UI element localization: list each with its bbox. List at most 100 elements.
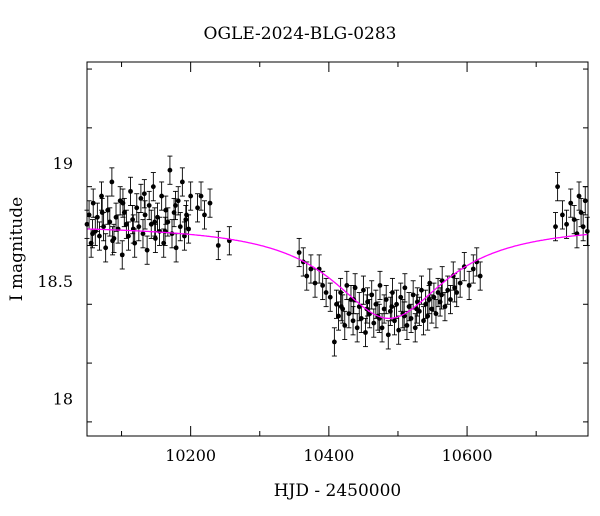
data-point [568, 200, 574, 206]
data-point [369, 292, 375, 298]
data-point [398, 294, 404, 300]
data-point [331, 339, 337, 345]
data-point [88, 240, 94, 246]
data-point [153, 236, 158, 241]
data-point [173, 203, 178, 208]
x-tick-label: 10400 [303, 446, 354, 465]
chart-title: OGLE-2024-BLG-0283 [203, 24, 397, 44]
data-point [136, 224, 142, 230]
data-point [152, 219, 158, 225]
data-point [138, 196, 144, 201]
data-point [445, 287, 451, 293]
data-point [383, 297, 389, 302]
data-point [119, 252, 125, 258]
data-point [177, 224, 183, 230]
data-point [103, 245, 109, 251]
data-point [555, 184, 560, 190]
data-point [352, 285, 358, 291]
y-tick-label: 19 [53, 154, 73, 173]
data-point [358, 315, 364, 321]
data-point [126, 233, 131, 239]
data-point [385, 332, 391, 338]
data-point [396, 327, 402, 333]
data-point [90, 200, 96, 206]
data-point [448, 297, 453, 302]
plot-frame [86, 61, 589, 437]
data-points [84, 167, 590, 345]
data-point [402, 285, 408, 291]
data-point [427, 280, 433, 286]
data-point [470, 266, 476, 272]
data-point [404, 323, 410, 328]
data-point [571, 217, 577, 222]
data-point [457, 280, 463, 286]
data-point [188, 193, 194, 199]
data-point [578, 210, 584, 215]
data-point [184, 212, 189, 218]
data-point [94, 214, 100, 220]
model-curve [87, 228, 588, 320]
data-point [350, 318, 356, 324]
data-point [105, 207, 111, 213]
data-point [344, 283, 350, 288]
data-point [419, 287, 424, 293]
data-point [173, 245, 179, 251]
data-point [140, 231, 146, 237]
data-point [435, 290, 441, 295]
data-point [163, 207, 169, 213]
data-point [387, 308, 393, 314]
data-point [394, 301, 399, 307]
data-point [121, 210, 127, 215]
data-point [183, 217, 189, 222]
tick-labels: 10200 10400 10600 18 18.5 19 [37, 154, 492, 465]
data-point [323, 290, 329, 295]
data-point [431, 294, 437, 300]
data-point [414, 306, 420, 312]
data-point [466, 283, 472, 288]
data-point [553, 224, 558, 230]
data-point [113, 214, 119, 220]
data-point [134, 205, 140, 211]
data-point [421, 318, 426, 324]
data-point [334, 301, 339, 307]
data-point [142, 212, 148, 218]
data-point [392, 318, 397, 324]
data-point [90, 231, 95, 237]
data-point [379, 325, 385, 331]
data-point [336, 313, 341, 319]
data-point [171, 210, 177, 215]
data-point [110, 238, 115, 244]
data-point [373, 301, 379, 307]
data-point [425, 313, 431, 319]
data-point [150, 184, 156, 190]
data-point [157, 228, 162, 234]
data-point [584, 228, 590, 234]
data-point [304, 273, 310, 279]
data-point [195, 205, 200, 211]
data-point [429, 306, 435, 312]
data-point [354, 325, 360, 331]
data-point [155, 214, 160, 220]
data-point [148, 221, 154, 227]
data-point [132, 240, 138, 246]
y-tick-label: 18.5 [37, 272, 73, 291]
data-point [363, 330, 368, 335]
data-point [312, 280, 318, 286]
axis-ticks [87, 62, 588, 436]
data-point [97, 233, 102, 239]
error-bars [84, 155, 590, 357]
data-point [439, 292, 444, 298]
data-point [159, 193, 165, 199]
data-point [338, 304, 344, 310]
data-point [165, 219, 171, 225]
data-point [198, 193, 204, 199]
data-point [327, 294, 333, 300]
data-point [433, 311, 439, 317]
data-point [450, 273, 456, 279]
data-point [426, 297, 432, 302]
data-point [365, 299, 370, 305]
data-point [381, 306, 387, 312]
data-point [410, 292, 416, 298]
